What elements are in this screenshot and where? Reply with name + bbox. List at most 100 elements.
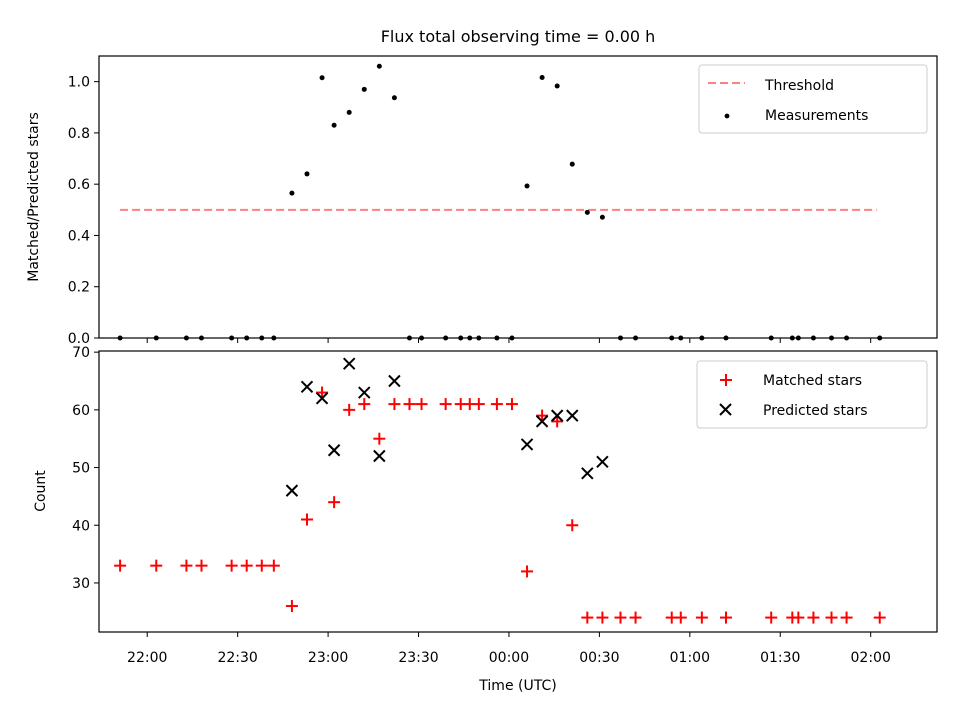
y-tick-label: 60: [72, 403, 90, 419]
chart-title: Flux total observing time = 0.00 h: [381, 27, 656, 46]
matched-star-point: [536, 409, 549, 422]
x-tick-label: 22:30: [217, 650, 257, 666]
matched-star-point: [629, 611, 642, 624]
predicted-star-point: [596, 455, 609, 468]
measurement-point: [391, 95, 397, 101]
y-tick-label: 0.8: [68, 126, 90, 142]
y-tick-label: 0.4: [68, 228, 90, 244]
matched-star-point: [343, 403, 356, 416]
y-tick-label: 50: [72, 461, 90, 477]
bottom-y-axis-label: Count: [33, 470, 49, 512]
y-tick-label: 0.6: [68, 177, 90, 193]
predicted-star-point: [535, 415, 549, 428]
predicted-star-point: [327, 444, 341, 457]
matched-star-point: [825, 611, 838, 624]
x-tick-label: 23:30: [398, 650, 438, 666]
predicted-star-point: [285, 484, 299, 497]
measurement-point: [346, 109, 352, 115]
matched-star-point: [566, 519, 579, 532]
measurement-point: [304, 171, 310, 177]
matched-star-point: [114, 559, 127, 572]
measurement-point: [524, 183, 530, 189]
measurement-point: [319, 75, 325, 81]
matched-star-point: [581, 611, 594, 624]
matched-star-point: [300, 513, 313, 526]
matched-star-point: [807, 611, 820, 624]
matched-star-point: [225, 559, 238, 572]
matched-star-point: [792, 611, 805, 624]
predicted-star-point: [358, 386, 371, 399]
matched-star-point: [255, 559, 268, 572]
predicted-star-point: [520, 438, 534, 451]
y-tick-label: 30: [72, 576, 90, 592]
x-tick-label: 01:00: [670, 650, 710, 666]
predicted-legend-swatch: [719, 403, 732, 416]
matched-star-point: [403, 398, 416, 411]
measurements-legend-label: Measurements: [765, 108, 868, 124]
top-y-axis-label: Matched/Predicted stars: [26, 112, 42, 282]
predicted-star-point: [550, 409, 564, 422]
bottom-axes-frame: [98, 350, 938, 633]
top-legend: Threshold Measurements: [698, 64, 928, 134]
measurement-point: [361, 86, 367, 92]
matched-star-point: [695, 611, 708, 624]
bottom-legend: Matched stars Predicted stars: [696, 360, 928, 429]
matched-star-point: [505, 398, 518, 411]
matched-star-point: [674, 611, 687, 624]
x-tick-label: 00:30: [579, 650, 619, 666]
matched-star-point: [873, 611, 886, 624]
y-tick-label: 40: [72, 518, 90, 534]
predicted-star-point: [566, 409, 579, 422]
matched-star-point: [614, 611, 627, 624]
x-tick-label: 22:00: [127, 650, 167, 666]
measurement-point: [584, 209, 590, 215]
top-y-ticks: 0.0 0.2 0.4 0.6 0.8 1.0: [68, 75, 99, 347]
predicted-legend-label: Predicted stars: [763, 403, 868, 419]
predicted-star-point: [300, 380, 314, 393]
measurement-point: [554, 83, 560, 89]
top-x-ticks: [146, 338, 872, 343]
measurement-point: [539, 75, 545, 81]
top-axes: Flux total observing time = 0.00 h 0.0 0.…: [26, 27, 938, 347]
matched-star-point: [285, 600, 298, 613]
matched-legend-label: Matched stars: [763, 373, 862, 389]
measurement-point: [599, 214, 605, 220]
matched-star-point: [439, 398, 452, 411]
y-tick-label: 70: [72, 345, 90, 361]
measurement-point: [331, 122, 337, 128]
x-tick-label: 01:30: [760, 650, 800, 666]
matched-star-point: [415, 398, 428, 411]
predicted-star-point: [581, 467, 594, 480]
x-axis-label: Time (UTC): [478, 678, 556, 694]
matched-legend-swatch: [720, 374, 732, 386]
matched-star-point: [596, 611, 609, 624]
matched-star-point: [472, 398, 485, 411]
matched-star-point: [388, 398, 401, 411]
top-axes-frame: [98, 55, 938, 339]
matched-star-point: [490, 398, 503, 411]
matched-star-point: [719, 611, 732, 624]
y-tick-label: 0.2: [68, 280, 90, 296]
x-tick-label: 02:00: [851, 650, 891, 666]
matched-star-point: [840, 611, 853, 624]
x-tick-label: 00:00: [489, 650, 529, 666]
measurements-legend-swatch: [724, 113, 730, 119]
matched-star-point: [195, 559, 208, 572]
y-tick-label: 0.0: [68, 331, 90, 347]
matched-star-point: [765, 611, 778, 624]
matched-star-point: [551, 415, 564, 428]
predicted-star-point: [388, 374, 401, 388]
matched-star-point: [267, 559, 280, 572]
bottom-x-ticks: 22:00 22:30 23:00 23:30 00:00 00:30 01:00 01:30…: [127, 632, 891, 666]
predicted-star-point: [373, 449, 386, 463]
bottom-y-ticks: 30 40 50 60 70: [72, 345, 99, 592]
top-legend-frame: [698, 64, 928, 134]
matched-star-point: [180, 559, 193, 572]
matched-star-point: [150, 559, 163, 572]
matched-star-point: [521, 565, 534, 578]
matched-star-point: [316, 386, 329, 399]
threshold-legend-label: Threshold: [764, 78, 834, 94]
predicted-star-point: [315, 392, 329, 405]
matched-star-point: [328, 496, 341, 509]
